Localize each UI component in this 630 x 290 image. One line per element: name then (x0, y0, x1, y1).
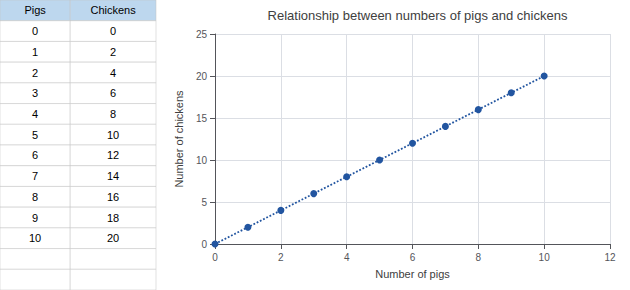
svg-text:2: 2 (278, 252, 284, 263)
svg-text:10: 10 (107, 129, 119, 141)
svg-text:0: 0 (32, 25, 38, 37)
svg-text:10: 10 (196, 155, 208, 166)
svg-text:0: 0 (201, 239, 207, 250)
svg-text:1: 1 (32, 46, 38, 58)
svg-text:6: 6 (110, 87, 116, 99)
svg-text:8: 8 (110, 108, 116, 120)
svg-text:3: 3 (32, 87, 38, 99)
svg-text:5: 5 (32, 129, 38, 141)
svg-text:15: 15 (196, 113, 208, 124)
svg-text:4: 4 (344, 252, 350, 263)
svg-text:8: 8 (476, 252, 482, 263)
svg-text:Chickens: Chickens (90, 4, 136, 16)
svg-text:14: 14 (107, 170, 119, 182)
svg-text:2: 2 (32, 67, 38, 79)
svg-text:10: 10 (539, 252, 551, 263)
svg-text:7: 7 (32, 170, 38, 182)
svg-text:16: 16 (107, 191, 119, 203)
svg-text:25: 25 (196, 29, 208, 40)
svg-text:Number of pigs: Number of pigs (375, 268, 450, 280)
svg-text:6: 6 (410, 252, 416, 263)
svg-text:4: 4 (110, 67, 116, 79)
svg-text:20: 20 (107, 232, 119, 244)
svg-text:20: 20 (196, 71, 208, 82)
svg-text:9: 9 (32, 212, 38, 224)
svg-text:12: 12 (107, 149, 119, 161)
svg-text:12: 12 (604, 252, 616, 263)
svg-text:10: 10 (29, 232, 41, 244)
svg-text:0: 0 (212, 252, 218, 263)
svg-text:2: 2 (110, 46, 116, 58)
svg-text:0: 0 (110, 25, 116, 37)
svg-text:4: 4 (32, 108, 38, 120)
svg-text:Number of chickens: Number of chickens (173, 90, 185, 188)
svg-text:8: 8 (32, 191, 38, 203)
svg-text:6: 6 (32, 149, 38, 161)
svg-text:18: 18 (107, 212, 119, 224)
svg-text:5: 5 (201, 197, 207, 208)
svg-text:Relationship between numbers o: Relationship between numbers of pigs and… (268, 8, 568, 23)
svg-text:Pigs: Pigs (24, 4, 46, 16)
